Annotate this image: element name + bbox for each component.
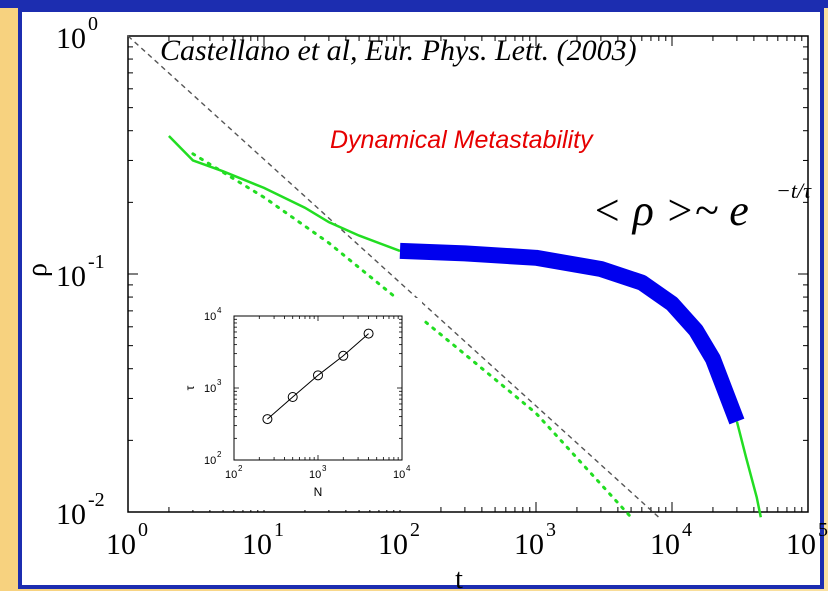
inset-x-tick-label: 10: [393, 469, 405, 481]
x-tick-label: 10: [514, 528, 544, 561]
inset-y-tick-exponent: 4: [217, 306, 222, 315]
inset-x-tick-label: 10: [309, 469, 321, 481]
y-tick-exponent: -1: [88, 251, 105, 273]
inset-y-tick-label: 10: [204, 455, 216, 467]
y-tick-exponent: 0: [88, 13, 98, 35]
y-tick-label: 10: [56, 498, 86, 531]
x-tick-label: 10: [650, 528, 680, 561]
inset-y-tick-exponent: 2: [217, 450, 222, 459]
x-tick-label: 10: [106, 528, 136, 561]
x-tick-exponent: 0: [138, 519, 148, 541]
formula: < ρ >~ e −t/τ: [592, 178, 812, 235]
formula-exponent: −t/τ: [776, 178, 812, 203]
citation-text: Castellano et al, Eur. Phys. Lett. (2003…: [160, 34, 637, 67]
inset-x-tick-exponent: 3: [322, 464, 327, 473]
inset-y-tick-label: 10: [204, 383, 216, 395]
x-tick-exponent: 1: [274, 519, 284, 541]
x-tick-label: 10: [378, 528, 408, 561]
x-axis-label: t: [455, 564, 463, 591]
x-tick-exponent: 3: [546, 519, 556, 541]
series-line-0: [127, 35, 660, 518]
inset-background: [170, 298, 422, 510]
series-line-3: [399, 242, 745, 425]
x-tick-label: 10: [242, 528, 272, 561]
top-border: [0, 0, 828, 8]
metastability-note: Dynamical Metastability: [330, 126, 594, 154]
inset-point: [338, 350, 349, 361]
inset-y-tick-exponent: 3: [217, 378, 222, 387]
x-tick-exponent: 4: [682, 519, 692, 541]
inset-point: [262, 414, 273, 425]
inset-y-axis-label: τ: [183, 385, 197, 390]
inset-point: [287, 391, 298, 402]
series-line-4: [735, 421, 763, 518]
axis-ticks: 10 0 10 1 10 2 10 3 10 4 10 510 010 -110 -2: [56, 13, 828, 561]
inset-point: [313, 370, 323, 381]
inset-y-tick-label: 10: [204, 311, 216, 323]
y-tick-label: 10: [56, 260, 86, 293]
y-tick-exponent: -2: [88, 489, 105, 511]
formula-main: < ρ >~ e: [592, 186, 749, 235]
inset-x-tick-exponent: 4: [406, 464, 411, 473]
inset-x-axis-label: N: [314, 485, 323, 499]
x-tick-exponent: 5: [818, 519, 828, 541]
inset-x-tick-label: 10: [225, 469, 237, 481]
inset-x-tick-exponent: 2: [238, 464, 243, 473]
y-axis-label: ρ: [22, 263, 53, 277]
x-tick-exponent: 2: [410, 519, 420, 541]
y-tick-label: 10: [56, 22, 86, 55]
series-line-2: [168, 135, 401, 253]
inset-point: [363, 328, 374, 339]
x-tick-label: 10: [786, 528, 816, 561]
inset-line: [267, 333, 369, 420]
